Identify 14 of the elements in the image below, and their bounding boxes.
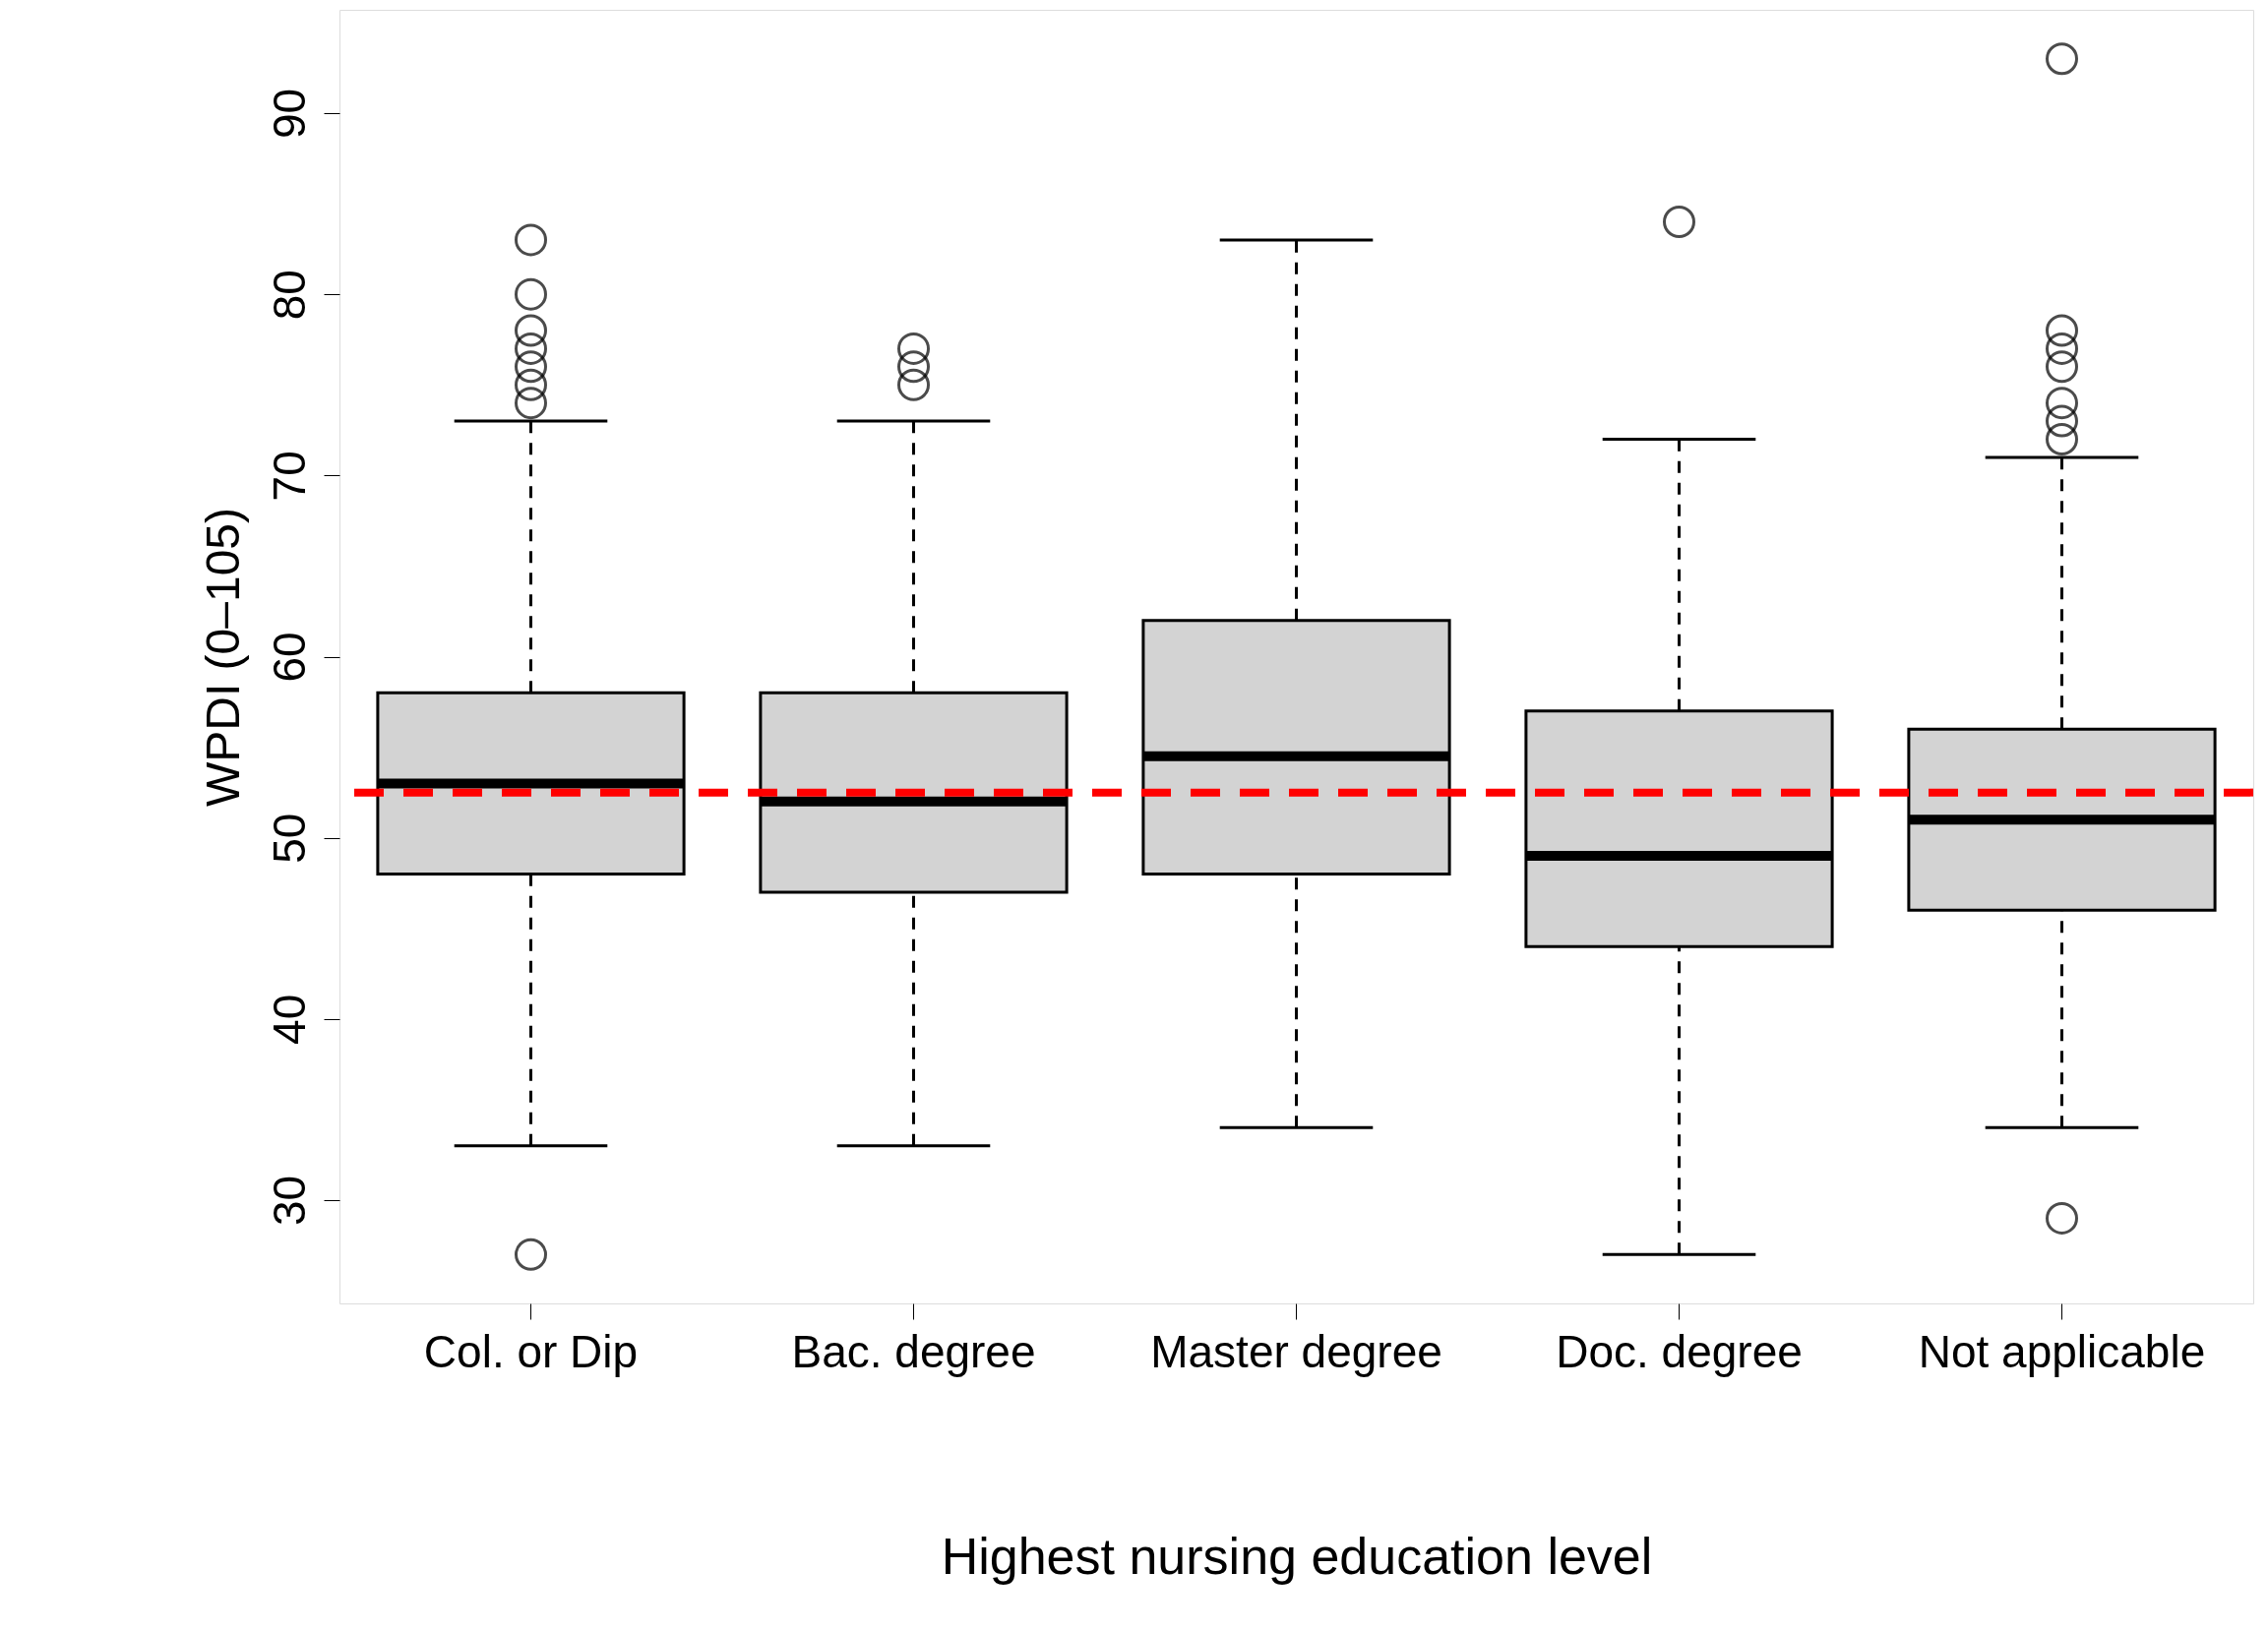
y-tick-label: 80 <box>263 270 315 321</box>
y-tick-label: 40 <box>263 994 315 1045</box>
x-tick-label: Col. or Dip <box>423 1325 639 1377</box>
x-tick-label: Doc. degree <box>1556 1325 1803 1377</box>
y-tick-label: 90 <box>263 88 315 140</box>
y-tick-label: 70 <box>263 451 315 502</box>
y-tick-label: 50 <box>263 813 315 864</box>
y-tick-label: 30 <box>263 1175 315 1227</box>
y-axis-title: WPDI (0–105) <box>196 507 249 808</box>
x-tick-label: Bac. degree <box>791 1325 1036 1377</box>
x-tick-label: Master degree <box>1150 1325 1442 1377</box>
y-tick-label: 60 <box>263 632 315 683</box>
x-axis-title: Highest nursing education level <box>941 1527 1653 1585</box>
x-tick-label: Not applicable <box>1918 1325 2206 1377</box>
